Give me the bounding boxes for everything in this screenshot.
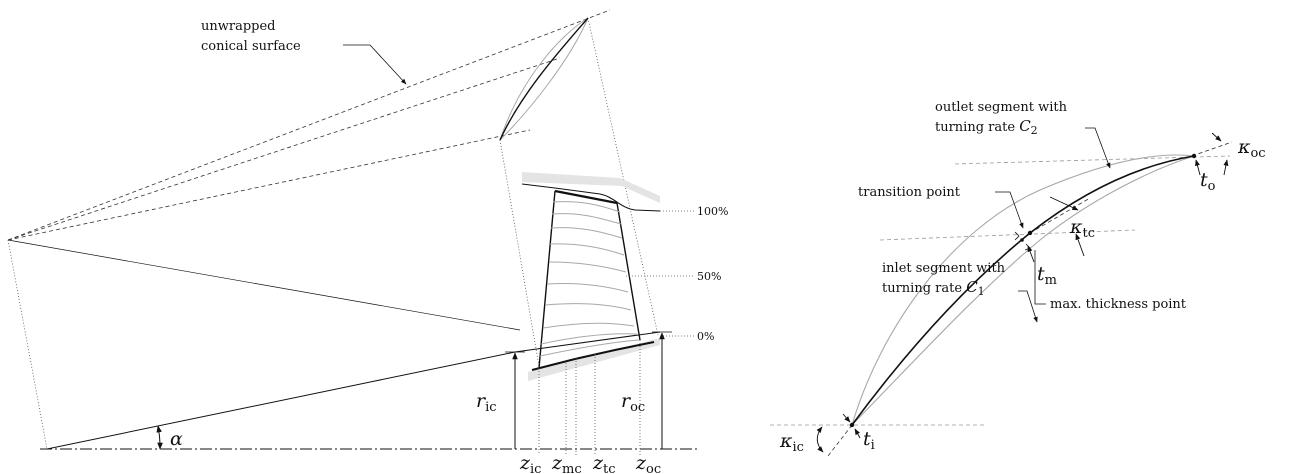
ref-line-outlet	[954, 155, 1231, 165]
cone-line-hub	[46, 351, 516, 450]
projection-line-2	[587, 17, 659, 336]
kappa-oc-label: κoc	[1237, 136, 1266, 161]
inlet-label-line2: turning rate C1	[882, 278, 985, 298]
kappa-tc-label: κtc	[1069, 216, 1095, 241]
projection-line-1	[499, 139, 541, 373]
transition-leader	[995, 191, 1024, 229]
hub-inlet-line	[514, 331, 661, 353]
t-m-label: tm	[1037, 263, 1057, 288]
outlet-label-line1: outlet segment with	[935, 100, 1068, 115]
span-label-100: 100%	[697, 205, 728, 218]
t-o-label: to	[1200, 169, 1216, 194]
camber-line	[851, 155, 1195, 426]
surface-label-line2: conical surface	[201, 39, 301, 54]
z-ic-label: zic	[519, 452, 541, 474]
outlet-point	[1191, 153, 1197, 159]
shroud-line	[521, 183, 661, 212]
blade-outline	[538, 190, 641, 369]
unwrap-edge	[7, 239, 521, 331]
unwrapped-profile-suction	[499, 17, 589, 141]
hub-band	[528, 338, 660, 381]
span-label-50: 50%	[697, 270, 721, 283]
span-sections	[539, 201, 640, 357]
z-tc-label: ztc	[592, 452, 616, 474]
inlet-label-line1: inlet segment with	[882, 261, 1006, 276]
max-thickness-label: max. thickness point	[1050, 297, 1187, 312]
unwrap-dotted-left	[7, 239, 48, 450]
kappa-ic-arc	[816, 426, 824, 453]
cone-dashed-3	[7, 129, 531, 241]
alpha-symbol: α	[170, 428, 183, 450]
transition-point	[1027, 230, 1033, 236]
profile-suction-side	[851, 154, 1195, 426]
shroud-tip-bold	[554, 189, 618, 205]
cone-dashed-2	[7, 57, 561, 241]
cone-dashed-1	[7, 9, 611, 241]
r-ic-label: ric	[476, 390, 497, 415]
ref-line-transition	[879, 229, 1136, 241]
tangent-outlet	[1191, 141, 1233, 157]
t-i-label: ti	[863, 428, 875, 453]
inlet-leader	[1018, 290, 1038, 323]
unwrapped-profile-pressure	[499, 17, 589, 141]
max-thickness-point	[1020, 238, 1024, 242]
tangent-inlet	[827, 424, 853, 457]
inlet-point	[849, 422, 855, 428]
surface-label-line1: unwrapped	[201, 19, 276, 34]
shroud-band	[522, 172, 660, 203]
unwrapped-profile-camber	[499, 17, 589, 141]
surface-leader	[343, 44, 407, 85]
profile-pressure-side	[851, 155, 1195, 426]
z-oc-label: zoc	[635, 452, 661, 474]
profile-view: outlet segment with turning rate C2 tran…	[770, 100, 1266, 457]
z-mc-label: zmc	[551, 452, 582, 474]
meridional-view: 100% 50% 0% unwrapped conical surface α …	[7, 9, 728, 474]
outlet-leader	[1085, 127, 1111, 169]
kappa-ic-label: κic	[779, 430, 804, 455]
transition-label: transition point	[858, 185, 961, 200]
max-thickness-leader	[1034, 250, 1046, 305]
r-oc-label: roc	[621, 390, 645, 415]
outlet-label-line2: turning rate C2	[935, 117, 1038, 137]
alpha-arc	[156, 425, 163, 450]
tangent-transition	[1029, 197, 1091, 234]
span-label-0: 0%	[697, 330, 714, 343]
